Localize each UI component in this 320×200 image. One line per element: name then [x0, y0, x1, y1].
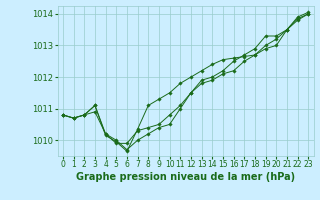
X-axis label: Graphe pression niveau de la mer (hPa): Graphe pression niveau de la mer (hPa)	[76, 172, 295, 182]
